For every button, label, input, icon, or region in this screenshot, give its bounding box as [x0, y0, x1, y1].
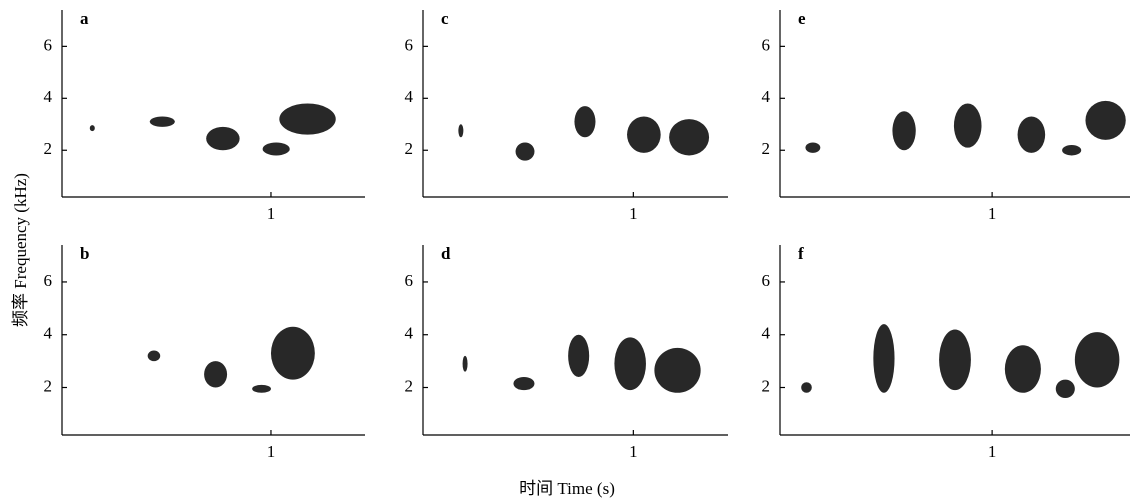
x-tick-label: 1: [267, 204, 276, 223]
syllable: [939, 329, 971, 391]
y-tick-label: 4: [405, 87, 414, 106]
syllable: [206, 126, 240, 151]
panel-label: a: [80, 9, 89, 28]
syllable: [515, 142, 535, 161]
syllable: [1004, 345, 1041, 393]
y-tick-label: 2: [44, 139, 53, 158]
y-tick-label: 6: [405, 271, 414, 290]
syllable: [279, 103, 336, 135]
y-axis-label: 频率 Frequency (kHz): [11, 173, 30, 327]
syllable: [1017, 116, 1046, 153]
syllable: [262, 142, 290, 156]
syllable: [654, 347, 701, 393]
x-tick-label: 1: [629, 442, 638, 461]
y-tick-label: 2: [405, 376, 414, 395]
syllable: [568, 334, 590, 377]
syllable: [614, 337, 646, 391]
y-tick-label: 6: [762, 35, 771, 54]
x-axis-label: 时间 Time (s): [519, 479, 615, 498]
syllable: [458, 124, 464, 138]
syllable: [873, 324, 895, 393]
x-tick-label: 1: [267, 442, 276, 461]
y-tick-label: 2: [762, 376, 771, 395]
syllable: [805, 142, 821, 153]
syllable: [892, 111, 916, 151]
x-tick-label: 1: [988, 204, 997, 223]
y-tick-label: 6: [44, 271, 53, 290]
syllable: [270, 326, 315, 380]
syllable: [147, 350, 161, 362]
panel-label: b: [80, 244, 89, 263]
y-tick-label: 2: [44, 376, 53, 395]
y-tick-label: 4: [405, 324, 414, 343]
x-tick-label: 1: [988, 442, 997, 461]
y-tick-label: 4: [44, 87, 53, 106]
y-tick-label: 4: [762, 324, 771, 343]
syllable: [513, 376, 535, 391]
syllable: [1085, 100, 1126, 140]
x-tick-label: 1: [629, 204, 638, 223]
y-tick-label: 4: [44, 324, 53, 343]
syllable: [89, 125, 95, 132]
y-tick-label: 6: [762, 271, 771, 290]
syllable: [1062, 145, 1082, 156]
panel-label: c: [441, 9, 449, 28]
syllable: [627, 116, 661, 153]
panel-label: d: [441, 244, 451, 263]
syllable: [1074, 332, 1120, 388]
y-tick-label: 2: [762, 139, 771, 158]
panel-label: f: [798, 244, 804, 263]
y-tick-label: 6: [44, 35, 53, 54]
panel-label: e: [798, 9, 806, 28]
y-tick-label: 6: [405, 35, 414, 54]
syllable: [574, 106, 596, 138]
syllable: [252, 384, 271, 393]
syllable: [462, 355, 468, 372]
syllable: [1055, 379, 1075, 399]
syllable: [149, 116, 175, 127]
syllable: [669, 119, 710, 156]
syllable: [801, 382, 812, 393]
syllable: [204, 361, 228, 388]
syllable: [953, 103, 982, 148]
y-tick-label: 2: [405, 139, 414, 158]
y-tick-label: 4: [762, 87, 771, 106]
